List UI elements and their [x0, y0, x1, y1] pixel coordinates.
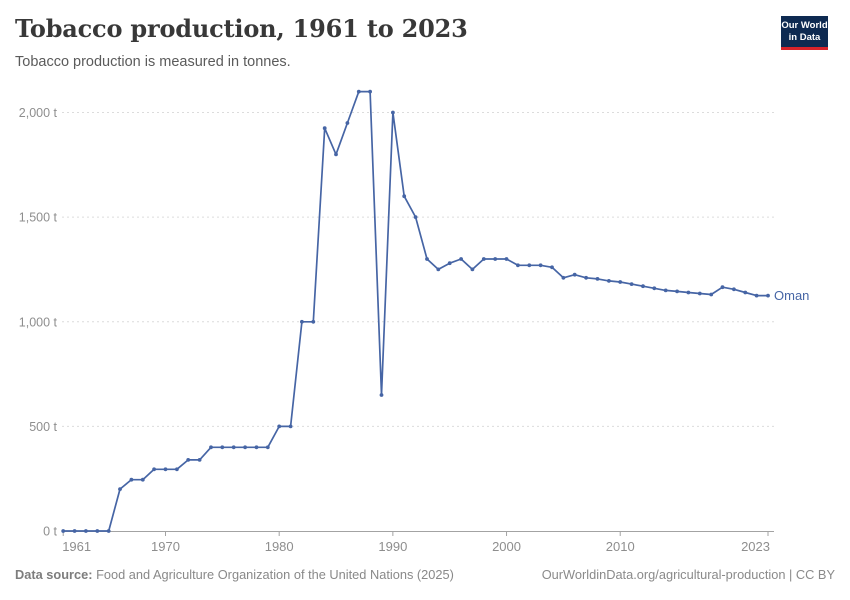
data-point [265, 445, 270, 450]
owid-logo-line1: Our World [781, 19, 828, 31]
data-point [288, 424, 293, 429]
data-point [527, 263, 532, 268]
data-point [118, 487, 122, 491]
data-point [675, 289, 679, 294]
data-point [425, 257, 429, 261]
data-point [129, 477, 134, 482]
data-point [220, 445, 225, 450]
data-point [481, 257, 486, 261]
data-point [254, 445, 259, 450]
data-point [504, 257, 509, 261]
data-point [561, 275, 566, 280]
data-point [300, 319, 304, 324]
x-tick-label: 1970 [151, 539, 180, 554]
data-point [743, 290, 748, 295]
data-point [356, 89, 361, 94]
x-tick-label: 2023 [741, 539, 770, 554]
data-point [140, 477, 145, 482]
y-tick-label: 1,500 t [19, 211, 58, 225]
data-point [459, 257, 463, 261]
data-point [754, 293, 759, 298]
data-point [243, 445, 248, 450]
data-point [197, 458, 202, 462]
data-point [516, 263, 520, 268]
data-point [186, 458, 191, 462]
x-tick-label: 2010 [606, 539, 635, 554]
data-point [163, 467, 168, 472]
data-point [641, 284, 645, 289]
data-point [607, 279, 611, 283]
data-point [629, 282, 634, 286]
data-point [538, 263, 543, 268]
data-point [95, 529, 100, 533]
x-tick-label: 1980 [265, 539, 294, 554]
data-point [595, 277, 600, 281]
y-tick-label: 1,000 t [19, 315, 58, 329]
data-point [447, 261, 452, 266]
data-point [720, 285, 725, 290]
data-point [493, 257, 498, 261]
data-point [345, 121, 350, 125]
series-label: Oman [774, 288, 809, 303]
y-tick-label: 2,000 t [19, 106, 58, 120]
data-point [652, 286, 657, 291]
data-point [368, 89, 372, 94]
owid-logo-line2: in Data [788, 31, 821, 43]
data-point [584, 275, 588, 280]
x-tick-label: 1990 [378, 539, 407, 554]
data-point [231, 445, 236, 450]
chart-subtitle: Tobacco production is measured in tonnes… [15, 54, 291, 70]
x-tick-label: 2000 [492, 539, 521, 554]
data-point [209, 445, 213, 450]
data-source-label: Data source: [15, 567, 93, 582]
data-point [572, 272, 577, 277]
data-point [686, 290, 691, 295]
data-point [663, 288, 668, 293]
credit-link[interactable]: OurWorldinData.org/agricultural-producti… [541, 567, 835, 582]
data-point [413, 215, 418, 220]
data-point [72, 529, 77, 533]
data-point [322, 126, 327, 131]
data-point [175, 467, 179, 472]
data-point [766, 293, 770, 298]
data-point [311, 319, 316, 324]
data-point [379, 393, 384, 397]
data-point [709, 292, 714, 297]
data-point [402, 194, 407, 199]
data-point [334, 152, 338, 157]
data-point [391, 110, 395, 115]
data-point [277, 424, 282, 429]
data-point [618, 280, 623, 284]
data-point [697, 291, 702, 296]
data-point [84, 529, 88, 533]
data-point [61, 529, 66, 533]
data-point [550, 265, 554, 270]
chart-footer: Data source: Food and Agriculture Organi… [15, 567, 835, 582]
page-title: Tobacco production, 1961 to 2023 [15, 14, 468, 43]
data-source-text: Food and Agriculture Organization of the… [92, 567, 454, 582]
owid-logo[interactable]: Our World in Data [781, 16, 828, 50]
y-tick-label: 0 t [43, 525, 57, 539]
data-point [152, 467, 157, 472]
data-source-note: Data source: Food and Agriculture Organi… [15, 567, 454, 582]
data-point [106, 529, 111, 533]
data-point [470, 267, 475, 272]
y-tick-label: 500 t [29, 420, 57, 434]
data-point [436, 267, 441, 272]
chart-line [62, 90, 769, 532]
data-point [732, 287, 736, 292]
x-tick-label: 1961 [62, 539, 91, 554]
